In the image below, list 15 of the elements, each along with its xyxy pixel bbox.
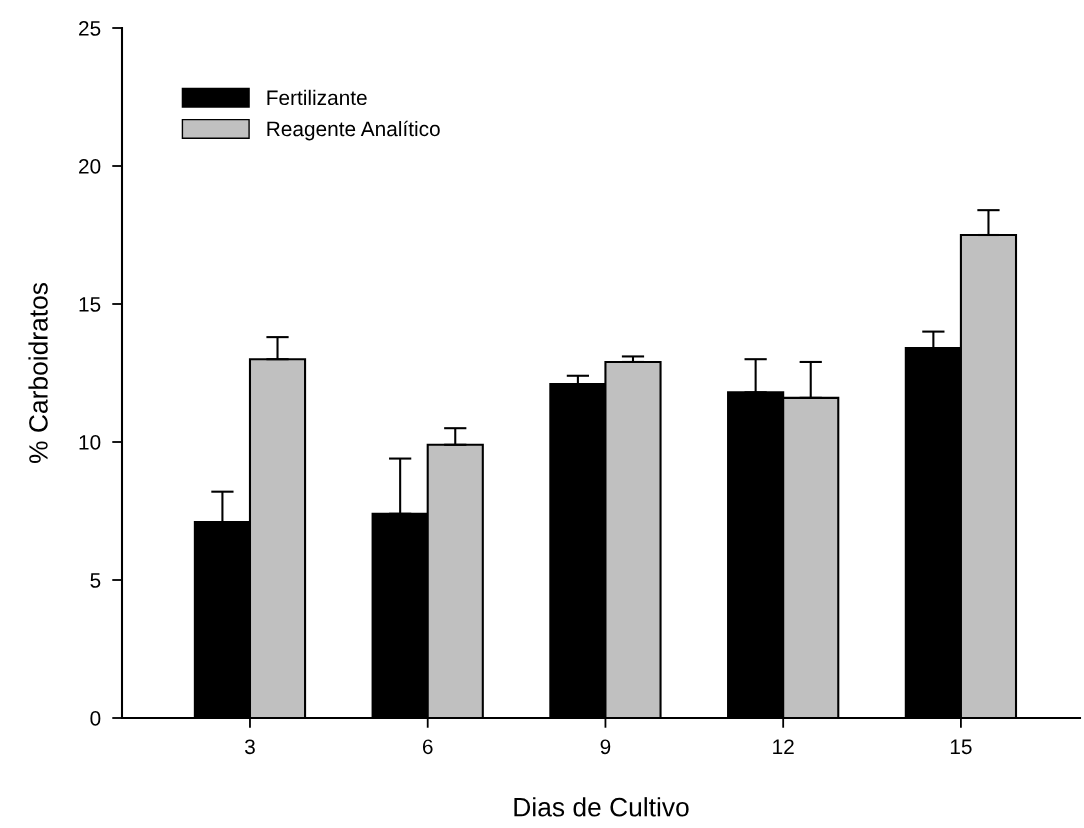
y-tick-label: 10 [79,435,101,450]
x-tick-label: 15 [950,739,972,755]
x-tick-label: 6 [422,739,433,755]
y-tick-label: 20 [79,159,101,174]
x-tick-label: 9 [600,739,611,755]
x-tick-label: 12 [773,739,794,754]
y-axis-title: % Carboidratos [28,283,48,463]
y-tick-label: 5 [90,573,101,588]
legend-label: Fertilizante [267,89,367,106]
x-axis-title: Dias de Cultivo [514,797,689,817]
y-tick-label: 25 [79,21,101,36]
y-tick-label: 0 [90,711,101,726]
x-tick-label: 3 [244,739,255,755]
y-tick-label: 15 [79,297,101,312]
legend-label: Reagente Analítico [267,120,440,141]
